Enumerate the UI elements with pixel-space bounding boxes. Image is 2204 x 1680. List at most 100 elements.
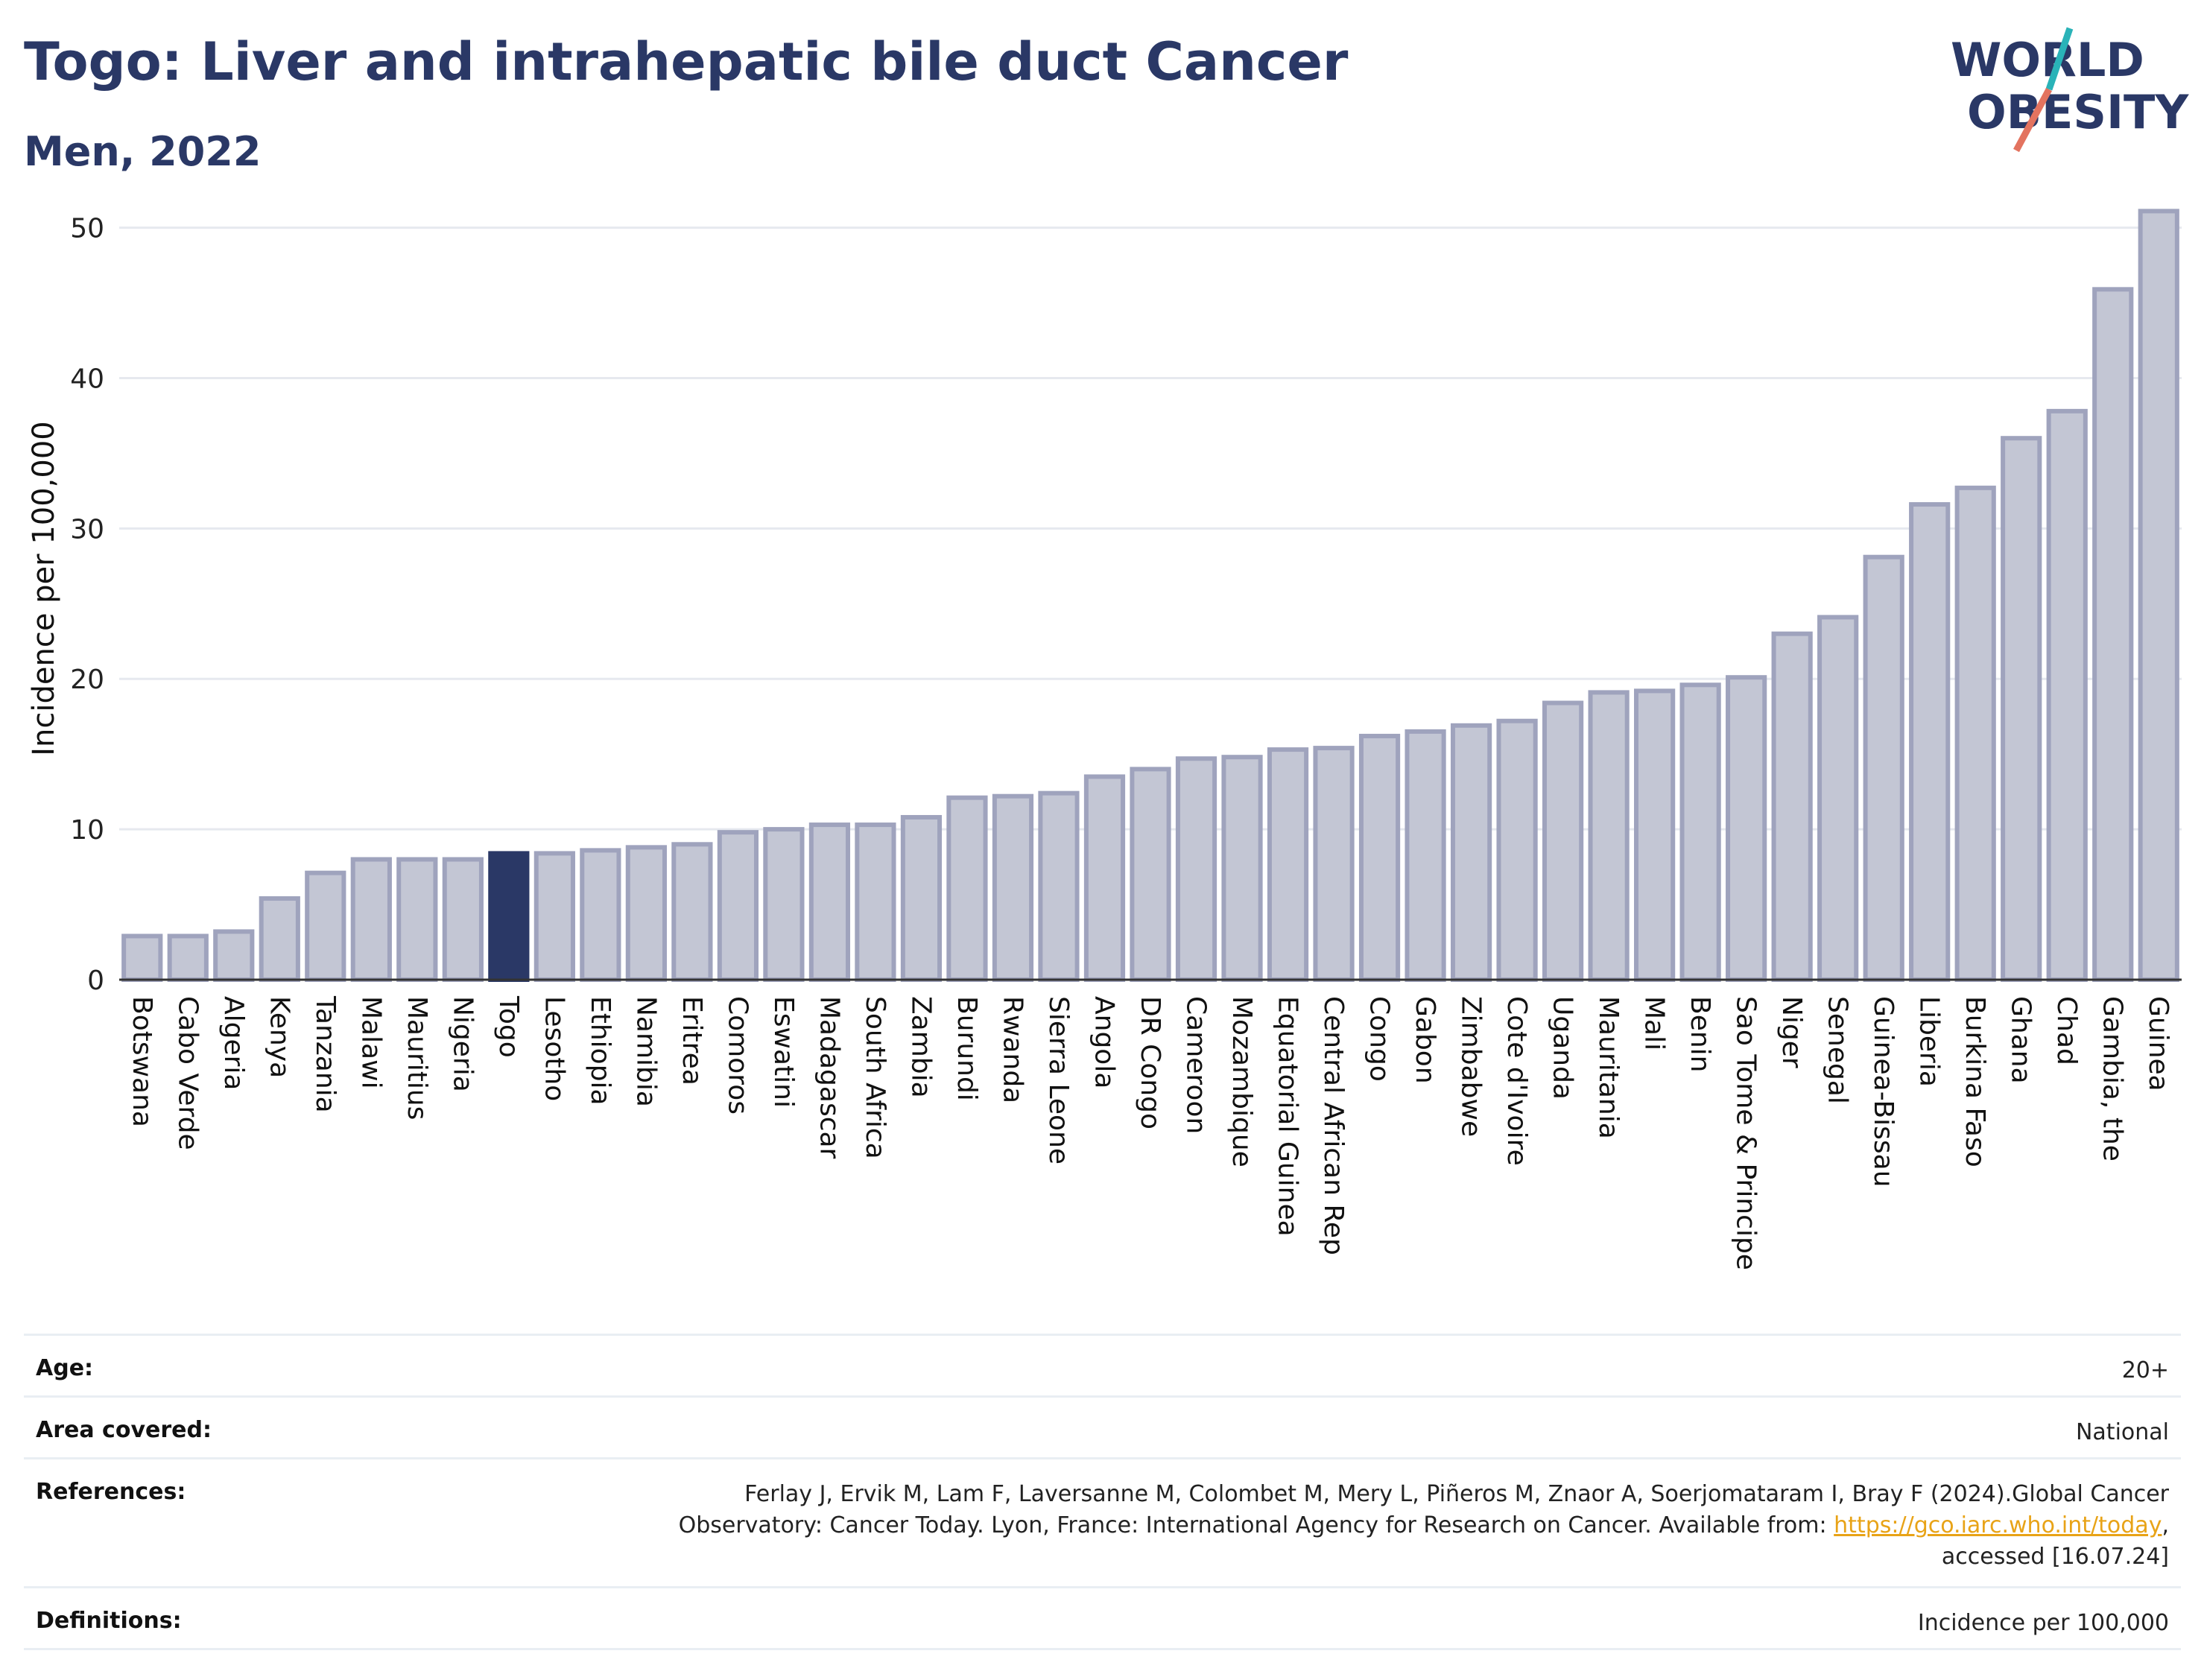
bar-eritrea [671,842,713,982]
x-tick-label: South Africa [860,996,890,1159]
bar-senegal [1817,615,1859,982]
x-tick-label: Rwanda [997,996,1027,1103]
bar-mauritania [1588,690,1630,982]
info-row-age: Age: 20+ [24,1334,2181,1395]
area-value: National [2075,1419,2169,1445]
logo-slash-teal-icon [2045,27,2074,91]
bar-tanzania [305,870,346,983]
references-value: Ferlay J, Ervik M, Lam F, Laversanne M, … [24,1459,2181,1589]
info-row-references: References: Ferlay J, Ervik M, Lam F, La… [24,1457,2181,1586]
bar-equatorial-guinea [1267,747,1309,982]
x-tick-label: Liberia [1914,996,1945,1087]
bar-madagascar [808,822,851,983]
age-label: Age: [36,1355,94,1381]
bar-cote-d-ivoire [1496,718,1538,982]
bar-chart: 0 10 20 30 40 50 Botswana Cabo Verde Algeria Ken… [27,209,2182,1270]
y-tick-label: 20 [70,665,104,695]
x-tick-label: Lesotho [539,996,569,1101]
age-value: 20+ [2121,1357,2169,1383]
logo-slash-coral-icon [2013,87,2052,153]
bar-liberia [1909,502,1951,982]
bar-mali [1634,688,1676,983]
x-tick-label: Congo [1364,996,1395,1082]
page-title: Togo: Liver and intrahepatic bile duct C… [24,31,1349,92]
logo-line-1: WORLD [1951,33,2144,87]
y-tick-label: 50 [70,214,104,244]
references-text-1: Ferlay J, Ervik M, Lam F, Laversanne M, … [744,1481,2169,1507]
x-tick-label: Cabo Verde [172,996,203,1150]
x-tick-label: Madagascar [814,996,844,1159]
definitions-label: Definitions: [36,1608,182,1634]
bar-cameroon [1175,756,1217,983]
x-tick-label: Burundi [951,996,982,1101]
area-label: Area covered: [36,1417,212,1443]
bar-gambia-the [2092,287,2134,983]
x-tick-label: Cameroon [1181,996,1212,1134]
references-text-4: accessed [16.07.24] [1941,1544,2169,1570]
references-link[interactable]: https://gco.iarc.who.int/today [1834,1512,2162,1538]
x-tick-label: Malawi [355,996,386,1089]
bar-malawi [350,857,392,983]
x-tick-label: Sao Tome & Principe [1731,996,1761,1270]
logo-line-2: OBESITY [1967,85,2189,139]
x-tick-label: Mauritania [1593,996,1624,1139]
x-tick-label: Eritrea [677,996,707,1085]
references-label: References: [36,1479,186,1505]
x-tick-label: DR Congo [1135,996,1165,1129]
x-tick-label: Senegal [1823,996,1853,1104]
bar-niger [1771,631,1813,983]
definitions-value: Incidence per 100,000 [1917,1610,2169,1636]
bar-angola [1083,774,1126,983]
bar-burundi [946,795,988,983]
x-tick-label: Benin [1685,996,1715,1072]
x-tick-label: Equatorial Guinea [1273,996,1303,1237]
bar-sao-tome-principe [1726,675,1767,982]
bar-algeria [213,929,255,983]
bar-rwanda [992,793,1034,982]
x-tick-label: Algeria [218,996,249,1091]
x-tick-label: Burkina Faso [1960,996,1990,1167]
references-text-2: Observatory: Cancer Today. Lyon, France:… [678,1512,1834,1538]
bar-sierra-leone [1038,790,1080,983]
bar-cabo-verde [167,933,209,983]
bar-uganda [1542,700,1584,983]
bar-kenya [259,896,300,982]
bar-burkina-faso [1954,485,1996,982]
x-tick-label: Togo [493,995,524,1058]
x-tick-label: Kenya [264,996,294,1078]
x-axis-labels: Botswana Cabo Verde Algeria Kenya Tanzania Ma… [127,995,2173,1270]
bar-dr-congo [1130,767,1171,983]
x-tick-label: Uganda [1548,996,1578,1100]
x-tick-label: Ethiopia [585,996,615,1106]
x-tick-label: Mauritius [402,996,432,1120]
x-tick-label: Nigeria [447,996,478,1092]
x-tick-label: Guinea-Bissau [1868,996,1899,1188]
x-tick-label: Sierra Leone [1043,996,1074,1164]
x-tick-label: Central African Rep [1318,996,1349,1255]
bar-guinea-bissau [1863,554,1904,982]
bar-benin [1679,682,1721,982]
bar-congo [1358,733,1401,983]
x-tick-label: Angola [1089,996,1119,1088]
x-tick-label: Gabon [1410,996,1440,1084]
x-tick-label: Chad [2051,996,2082,1065]
bar-namibia [625,845,667,982]
x-tick-label: Zambia [905,996,936,1098]
x-tick-label: Comoros [722,996,753,1115]
bar-chad [2046,408,2088,982]
bar-south-africa [855,822,896,983]
x-tick-label: Botswana [127,996,157,1127]
y-tick-label: 0 [87,966,104,996]
x-tick-label: Eswatini [768,996,799,1108]
references-text-3: , [2162,1512,2169,1538]
x-tick-label: Mali [1639,996,1670,1050]
bar-guinea [2138,209,2179,982]
bar-botswana [121,933,163,983]
bar-nigeria [442,857,484,983]
y-axis-ticks: 0 10 20 30 40 50 [70,214,104,996]
bar-mozambique [1221,755,1263,982]
info-table: Age: 20+ Area covered: National Referenc… [24,1334,2181,1650]
bar-ethiopia [580,848,621,982]
y-tick-label: 30 [70,514,104,545]
x-tick-label: Mozambique [1226,996,1257,1167]
